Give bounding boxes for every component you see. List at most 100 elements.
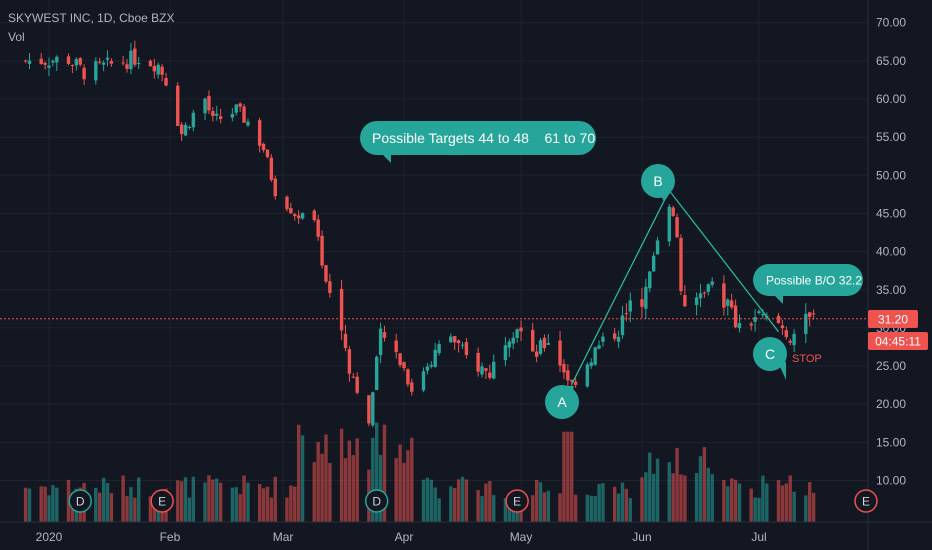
candle-body xyxy=(558,340,562,366)
candle-body xyxy=(776,315,781,324)
event-marker-circle xyxy=(505,489,529,513)
breakout-text: Possible B/O 32.2 xyxy=(766,274,862,288)
event-marker-circle xyxy=(68,489,92,513)
candle-body xyxy=(176,85,180,126)
candle-body xyxy=(511,337,515,344)
volume-bar xyxy=(285,497,289,522)
candle-body xyxy=(620,315,625,336)
candle-body xyxy=(105,57,110,60)
volume-bar xyxy=(265,486,270,522)
volume-bar xyxy=(179,481,184,522)
candle-body xyxy=(679,237,683,292)
volume-bar xyxy=(761,475,765,522)
candle-body xyxy=(437,344,441,354)
candle-body xyxy=(187,126,192,128)
volume-bar xyxy=(293,486,297,522)
candle-body xyxy=(589,362,593,366)
event-marker-letter: E xyxy=(862,495,870,509)
volume-bar xyxy=(464,479,469,522)
targets-callout[interactable]: Possible Targets 44 to 48 61 to 70 xyxy=(360,121,596,163)
point-b-label: B xyxy=(653,173,662,189)
candle-body xyxy=(339,288,344,331)
volume-bar xyxy=(624,488,629,522)
candle-body xyxy=(191,112,196,128)
candle-body xyxy=(230,114,235,118)
volume-bar xyxy=(351,455,355,522)
volume-bar xyxy=(296,424,301,522)
volume-bar xyxy=(628,498,632,522)
candle-body xyxy=(675,217,679,238)
volume-bar xyxy=(492,495,496,522)
time-axis[interactable]: 2020 Feb Mar Apr May Jun Jul xyxy=(36,530,767,544)
candle-body xyxy=(651,255,656,272)
volume-bar xyxy=(234,487,238,522)
volume-bar xyxy=(23,487,28,522)
candle-body xyxy=(23,60,28,62)
volume-bar xyxy=(648,452,652,522)
candle-body xyxy=(238,103,242,107)
volume-bar xyxy=(757,497,761,522)
candle-body xyxy=(460,344,465,346)
candle-body xyxy=(82,67,86,80)
y-tick-label: 15.00 xyxy=(876,435,906,449)
volume-bar xyxy=(667,462,671,522)
volume-bar xyxy=(137,477,141,522)
candle-body xyxy=(562,364,566,373)
volume-bar xyxy=(811,492,816,522)
event-marker-letter: D xyxy=(76,495,85,509)
volume-bar xyxy=(129,487,133,522)
candle-body xyxy=(137,63,141,65)
candle-body xyxy=(421,371,426,391)
candle-body xyxy=(234,104,238,113)
volume-bar xyxy=(573,494,578,522)
candle-body xyxy=(94,61,98,81)
volume-bar xyxy=(215,478,219,522)
volume-bar xyxy=(437,498,441,522)
volume-bar xyxy=(616,493,621,522)
volume-bar xyxy=(753,497,757,522)
candle-body xyxy=(129,50,133,70)
candle-body xyxy=(601,336,605,342)
volume-bar xyxy=(374,422,379,522)
breakout-callout[interactable]: Possible B/O 32.2 xyxy=(753,264,863,304)
candle-body xyxy=(296,215,301,219)
volume-bar xyxy=(570,431,574,522)
y-tick-label: 45.00 xyxy=(876,206,906,220)
candle-body xyxy=(355,376,359,393)
volume-bar xyxy=(644,472,648,522)
candle-body xyxy=(488,372,492,378)
volume-bar xyxy=(706,467,710,522)
event-marker-letter: D xyxy=(372,495,381,509)
y-tick-label: 40.00 xyxy=(876,245,906,259)
volume-bar xyxy=(562,431,566,522)
point-c-marker[interactable]: C xyxy=(753,337,787,380)
last-price-value: 31.20 xyxy=(878,313,908,327)
volume-bar xyxy=(148,496,153,522)
volume-bar xyxy=(679,474,683,522)
volume-bar xyxy=(183,477,188,522)
candle-body xyxy=(542,337,547,349)
candle-body xyxy=(285,196,289,210)
candlestick-series xyxy=(23,40,816,428)
volume-bar xyxy=(449,486,453,522)
volume-bar xyxy=(43,486,47,522)
candle-body xyxy=(624,313,629,315)
volume-bars xyxy=(23,422,816,522)
vol-label: Vol xyxy=(8,30,25,44)
volume-bar xyxy=(382,424,387,522)
candle-body xyxy=(546,343,551,345)
candle-body xyxy=(612,333,617,339)
point-b-marker[interactable]: B xyxy=(641,164,675,202)
candle-body xyxy=(737,323,742,328)
volume-bar xyxy=(39,486,43,522)
y-tick-label: 10.00 xyxy=(876,474,906,488)
event-marker-letter: E xyxy=(158,495,166,509)
volume-bar xyxy=(776,480,781,522)
price-axis[interactable]: 70.00 65.00 60.00 55.00 50.00 45.00 40.00 35.00… xyxy=(876,16,906,488)
x-tick-label: May xyxy=(510,530,533,544)
point-a-marker[interactable]: A xyxy=(545,385,579,419)
volume-bar xyxy=(378,455,383,522)
volume-bar xyxy=(589,495,593,522)
